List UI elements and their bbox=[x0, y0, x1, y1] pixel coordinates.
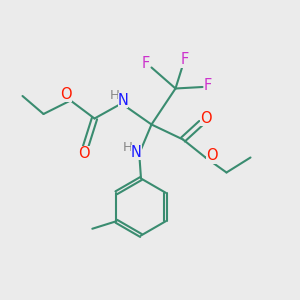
Text: N: N bbox=[131, 145, 142, 160]
Text: O: O bbox=[60, 87, 72, 102]
Text: N: N bbox=[118, 93, 128, 108]
Text: F: F bbox=[204, 78, 212, 93]
Text: H: H bbox=[123, 141, 133, 154]
Text: F: F bbox=[142, 56, 150, 71]
Text: H: H bbox=[110, 88, 120, 102]
Text: O: O bbox=[78, 146, 90, 161]
Text: O: O bbox=[206, 148, 217, 164]
Text: F: F bbox=[180, 52, 189, 68]
Text: O: O bbox=[200, 111, 211, 126]
